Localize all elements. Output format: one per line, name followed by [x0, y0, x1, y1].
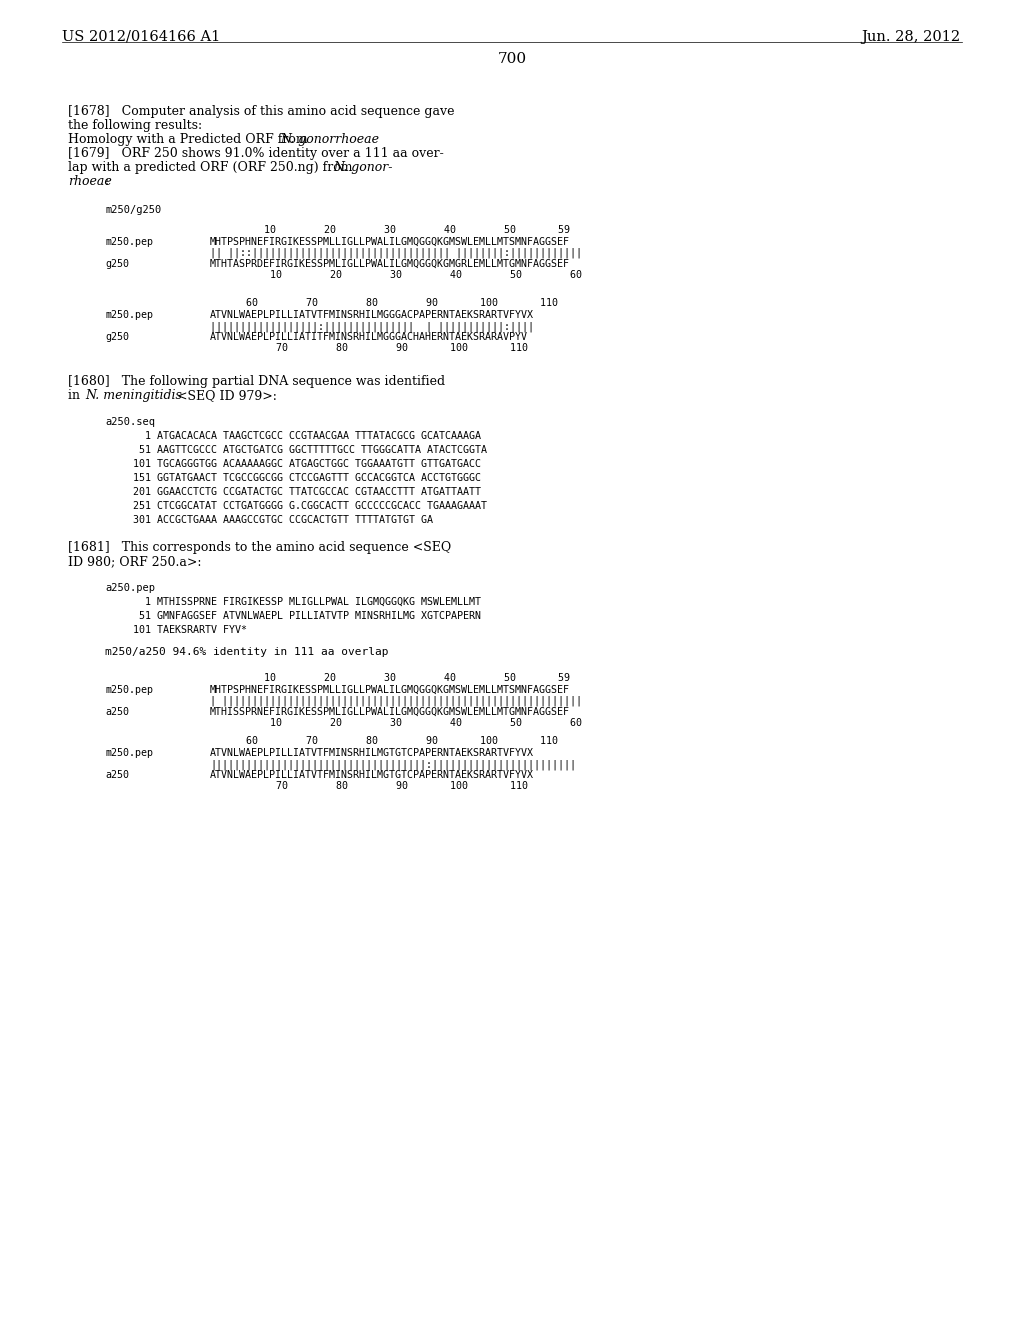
Text: in: in	[68, 389, 84, 403]
Text: 700: 700	[498, 51, 526, 66]
Text: rhoeae: rhoeae	[68, 176, 112, 187]
Text: m250.pep: m250.pep	[105, 685, 153, 696]
Text: 51 GMNFAGGSEF ATVNLWAEPL PILLIATVTP MINSRHILMG XGTCPAPERN: 51 GMNFAGGSEF ATVNLWAEPL PILLIATVTP MINS…	[127, 611, 481, 620]
Text: 201 GGAACCTCTG CCGATACTGC TTATCGCCAC CGTAACCTTT ATGATTAATT: 201 GGAACCTCTG CCGATACTGC TTATCGCCAC CGT…	[127, 487, 481, 498]
Text: 1 MTHISSPRNE FIRGIKESSP MLIGLLPWAL ILGMQGGQKG MSWLEMLLMT: 1 MTHISSPRNE FIRGIKESSP MLIGLLPWAL ILGMQ…	[127, 597, 481, 607]
Text: 251 CTCGGCATAT CCTGATGGGG G.CGGCACTT GCCCCCGCACC TGAAAGAAAT: 251 CTCGGCATAT CCTGATGGGG G.CGGCACTT GCC…	[127, 502, 487, 511]
Text: N. gonor-: N. gonor-	[333, 161, 392, 174]
Text: 10        20        30        40        50       59: 10 20 30 40 50 59	[210, 673, 570, 682]
Text: Homology with a Predicted ORF from: Homology with a Predicted ORF from	[68, 133, 311, 147]
Text: a250: a250	[105, 770, 129, 780]
Text: 60        70        80        90       100       110: 60 70 80 90 100 110	[210, 737, 558, 746]
Text: 10        20        30        40        50       59: 10 20 30 40 50 59	[210, 224, 570, 235]
Text: [1680]   The following partial DNA sequence was identified: [1680] The following partial DNA sequenc…	[68, 375, 445, 388]
Text: 10        20        30        40        50        60: 10 20 30 40 50 60	[210, 271, 582, 280]
Text: 151 GGTATGAACT TCGCCGGCGG CTCCGAGTTT GCCACGGTCA ACCTGTGGGC: 151 GGTATGAACT TCGCCGGCGG CTCCGAGTTT GCC…	[127, 473, 481, 483]
Text: US 2012/0164166 A1: US 2012/0164166 A1	[62, 30, 220, 44]
Text: | ||||||||||||||||||||||||||||||||||||||||||||||||||||||||||||: | ||||||||||||||||||||||||||||||||||||||…	[210, 696, 582, 706]
Text: || ||::||||||||||||||||||||||||||||||||| ||||||||:||||||||||||: || ||::|||||||||||||||||||||||||||||||||…	[210, 248, 582, 259]
Text: a250: a250	[105, 708, 129, 717]
Text: 301 ACCGCTGAAA AAAGCCGTGC CCGCACTGTT TTTTATGTGT GA: 301 ACCGCTGAAA AAAGCCGTGC CCGCACTGTT TTT…	[127, 515, 433, 525]
Text: lap with a predicted ORF (ORF 250.ng) from: lap with a predicted ORF (ORF 250.ng) fr…	[68, 161, 356, 174]
Text: 101 TGCAGGGTGG ACAAAAAGGC ATGAGCTGGC TGGAAATGTT GTTGATGACC: 101 TGCAGGGTGG ACAAAAAGGC ATGAGCTGGC TGG…	[127, 459, 481, 469]
Text: 10        20        30        40        50        60: 10 20 30 40 50 60	[210, 718, 582, 729]
Text: [1681]   This corresponds to the amino acid sequence <SEQ: [1681] This corresponds to the amino aci…	[68, 541, 452, 554]
Text: ATVNLWAEPLPILLIATVTFMINSRHILMGTGTCPAPERNTAEKSRARTVFYVX: ATVNLWAEPLPILLIATVTFMINSRHILMGTGTCPAPERN…	[210, 770, 534, 780]
Text: g250: g250	[105, 259, 129, 269]
Text: m250/g250: m250/g250	[105, 205, 161, 215]
Text: 101 TAEKSRARTV FYV*: 101 TAEKSRARTV FYV*	[127, 624, 247, 635]
Text: ATVNLWAEPLPILLIATVTFMINSRHILMGGGACPAPERNTAEKSRARTVFYVX: ATVNLWAEPLPILLIATVTFMINSRHILMGGGACPAPERN…	[210, 310, 534, 319]
Text: ATVNLWAEPLPILLIATVTFMINSRHILMGTGTCPAPERNTAEKSRARTVFYVX: ATVNLWAEPLPILLIATVTFMINSRHILMGTGTCPAPERN…	[210, 748, 534, 758]
Text: 60        70        80        90       100       110: 60 70 80 90 100 110	[210, 298, 558, 308]
Text: MHTPSPHNEFIRGIKESSPMLLIGLLPWALILGMQGGQKGMSWLEMLLMTSMNFAGGSEF: MHTPSPHNEFIRGIKESSPMLLIGLLPWALILGMQGGQKG…	[210, 238, 570, 247]
Text: m250/a250 94.6% identity in 111 aa overlap: m250/a250 94.6% identity in 111 aa overl…	[105, 647, 388, 657]
Text: ID 980; ORF 250.a>:: ID 980; ORF 250.a>:	[68, 554, 202, 568]
Text: m250.pep: m250.pep	[105, 748, 153, 758]
Text: [1679]   ORF 250 shows 91.0% identity over a 111 aa over-: [1679] ORF 250 shows 91.0% identity over…	[68, 147, 443, 160]
Text: the following results:: the following results:	[68, 119, 202, 132]
Text: MTHTASPRDEFIRGIKESSPMLIGLLPWALILGMQGGQKGMGRLEMLLMTGMNFAGGSEF: MTHTASPRDEFIRGIKESSPMLIGLLPWALILGMQGGQKG…	[210, 259, 570, 269]
Text: ||||||||||||||||||:|||||||||||||||  | |||||||||||:||||: ||||||||||||||||||:||||||||||||||| | |||…	[210, 321, 534, 331]
Text: N. meningitidis: N. meningitidis	[85, 389, 182, 403]
Text: 1 ATGACACACA TAAGCTCGCC CCGTAACGAA TTTATACGCG GCATCAAAGA: 1 ATGACACACA TAAGCTCGCC CCGTAACGAA TTTAT…	[127, 432, 481, 441]
Text: m250.pep: m250.pep	[105, 238, 153, 247]
Text: [1678]   Computer analysis of this amino acid sequence gave: [1678] Computer analysis of this amino a…	[68, 106, 455, 117]
Text: ||||||||||||||||||||||||||||||||||||:||||||||||||||||||||||||: ||||||||||||||||||||||||||||||||||||:|||…	[210, 759, 575, 770]
Text: a250.pep: a250.pep	[105, 583, 155, 593]
Text: 70        80        90       100       110: 70 80 90 100 110	[210, 343, 528, 352]
Text: ATVNLWAEPLPILLIATITFMINSRHILMGGGACHAHERNTAEKSRARAVPYV: ATVNLWAEPLPILLIATITFMINSRHILMGGGACHAHERN…	[210, 333, 528, 342]
Text: :: :	[105, 176, 110, 187]
Text: g250: g250	[105, 333, 129, 342]
Text: 51 AAGTTCGCCC ATGCTGATCG GGCTTTTTGCC TTGGGCATTA ATACTCGGTA: 51 AAGTTCGCCC ATGCTGATCG GGCTTTTTGCC TTG…	[127, 445, 487, 455]
Text: m250.pep: m250.pep	[105, 310, 153, 319]
Text: MTHISSPRNEFIRGIKESSPMLIGLLPWALILGMQGGQKGMSWLEMLLMTGMNFAGGSEF: MTHISSPRNEFIRGIKESSPMLIGLLPWALILGMQGGQKG…	[210, 708, 570, 717]
Text: Jun. 28, 2012: Jun. 28, 2012	[861, 30, 961, 44]
Text: 70        80        90       100       110: 70 80 90 100 110	[210, 781, 528, 791]
Text: MHTPSPHNEFIRGIKESSPMLLIGLLPWALILGMQGGQKGMSWLEMLLMTSMNFAGGSEF: MHTPSPHNEFIRGIKESSPMLLIGLLPWALILGMQGGQKG…	[210, 685, 570, 696]
Text: <SEQ ID 979>:: <SEQ ID 979>:	[173, 389, 276, 403]
Text: a250.seq: a250.seq	[105, 417, 155, 426]
Text: N. gonorrhoeae: N. gonorrhoeae	[280, 133, 379, 147]
